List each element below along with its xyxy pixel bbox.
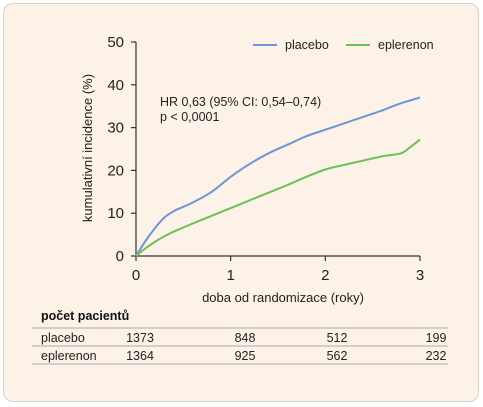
x-axis-title: doba od randomizace (roky): [202, 290, 364, 305]
patients-at-risk-table: počet pacientů placebo 1373 848 512 199 epler…: [32, 309, 448, 365]
x-tick-label: 2: [321, 267, 329, 284]
y-tick-label: 10: [107, 205, 124, 222]
y-tick-label: 40: [107, 77, 124, 94]
table-cell: 512: [327, 331, 348, 345]
series-line-placebo: [135, 96, 421, 257]
table-cell: 232: [426, 349, 447, 363]
series-line-eplerenon: [135, 138, 421, 257]
x-tick-label: 0: [132, 267, 140, 284]
table-cell: 925: [235, 349, 256, 363]
p-value-text: p < 0,0001: [160, 110, 219, 124]
hazard-annotation: HR 0,63 (95% CI: 0,54–0,74) p < 0,0001: [160, 95, 321, 124]
table-cell: 199: [426, 331, 447, 345]
table-cell: 1373: [126, 331, 154, 345]
table-cell: 562: [327, 349, 348, 363]
legend-label-eplerenon: eplerenon: [378, 38, 434, 52]
legend: placebo eplerenon: [253, 38, 434, 52]
series-lines: [135, 96, 421, 257]
y-axis-ticks: 0 10 20 30 40 50: [107, 34, 136, 265]
y-axis-title: kumulativní incidence (%): [80, 74, 95, 222]
figure-panel: [3, 3, 479, 402]
hazard-ratio-text: HR 0,63 (95% CI: 0,54–0,74): [160, 95, 321, 109]
table-cell: 1364: [126, 349, 154, 363]
y-tick-label: 30: [107, 120, 124, 137]
y-tick-label: 50: [107, 34, 124, 51]
table-cell: 848: [235, 331, 256, 345]
table-title: počet pacientů: [41, 309, 129, 323]
x-axis-ticks: 0 1 2 3: [132, 256, 424, 284]
table-row-label: placebo: [41, 331, 85, 345]
y-tick-label: 20: [107, 162, 124, 179]
legend-label-placebo: placebo: [285, 38, 329, 52]
x-tick-label: 3: [416, 267, 424, 284]
x-tick-label: 1: [226, 267, 234, 284]
table-row-label: eplerenon: [41, 349, 97, 363]
y-tick-label: 0: [116, 248, 124, 265]
